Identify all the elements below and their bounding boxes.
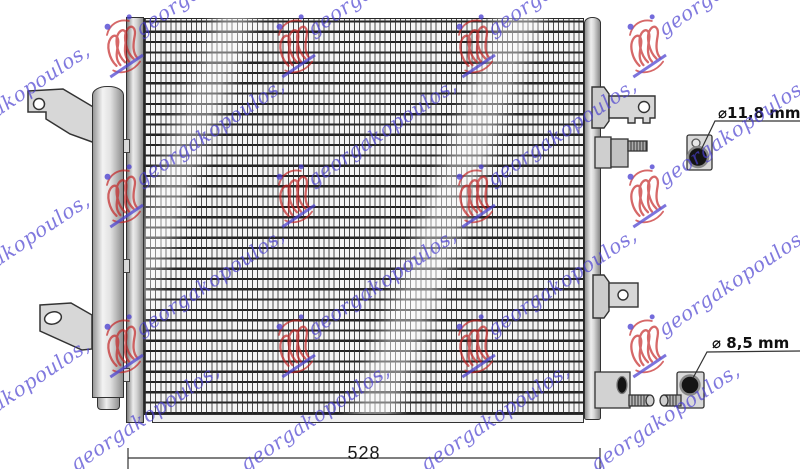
georgakopoulos-logo-icon [627,314,667,379]
watermark-text: georgakopoulos, [653,0,800,41]
stud-threads [631,395,645,406]
port-detail-block-top [686,134,713,171]
left-side-plate [126,17,144,423]
top-right-bracket-arm [608,95,656,124]
upper-threaded-stud [627,140,648,152]
receiver-drier [92,86,124,398]
bottom-left-bracket [39,302,93,351]
receiver-drier-cap [97,397,120,410]
detail-port-8-5 [679,374,701,396]
port-detail-block-bottom [676,371,705,409]
width-dimension-label: 528 [347,443,381,463]
bottom-left-bracket-slot [43,311,63,325]
top-right-bracket-hole [637,100,651,114]
watermark-text: georgakopoulos, [0,187,95,306]
stud-threads [630,141,647,151]
top-left-bracket-hole [32,97,46,111]
georgakopoulos-logo-icon [627,164,667,229]
port-diameter-label-top: ⌀11,8 mm [718,104,800,122]
stud-end-cap [645,394,655,407]
watermark-text: georgakopoulos, [585,357,745,469]
right-tank [584,17,601,420]
watermark-text: georgakopoulos, [0,37,95,156]
georgakopoulos-logo-icon [627,14,667,79]
watermark-text: georgakopoulos, [653,222,800,341]
lower-fitting-port [616,375,628,395]
condenser-core [144,18,584,415]
top-left-bracket [27,88,96,145]
watermark-text: georgakopoulos, [653,72,800,191]
stud-end-cap [659,394,669,407]
lower-threaded-stud [628,394,650,407]
detail-threaded-stud [663,394,682,407]
leader-line-top [700,120,800,151]
bottom-right-bracket-hole [617,289,629,301]
port-diameter-label-bottom: ⌀ 8,5 mm [712,334,790,352]
leader-line-bottom [692,350,800,379]
stud-threads [666,395,677,406]
bottom-right-bracket-arm [608,282,639,308]
core-bottom-plate [152,414,584,423]
upper-fitting-block [610,138,629,168]
detail-port-11-8 [686,145,710,169]
watermark-text: georgakopoulos, [0,332,95,451]
detail-small-hole [691,138,701,148]
